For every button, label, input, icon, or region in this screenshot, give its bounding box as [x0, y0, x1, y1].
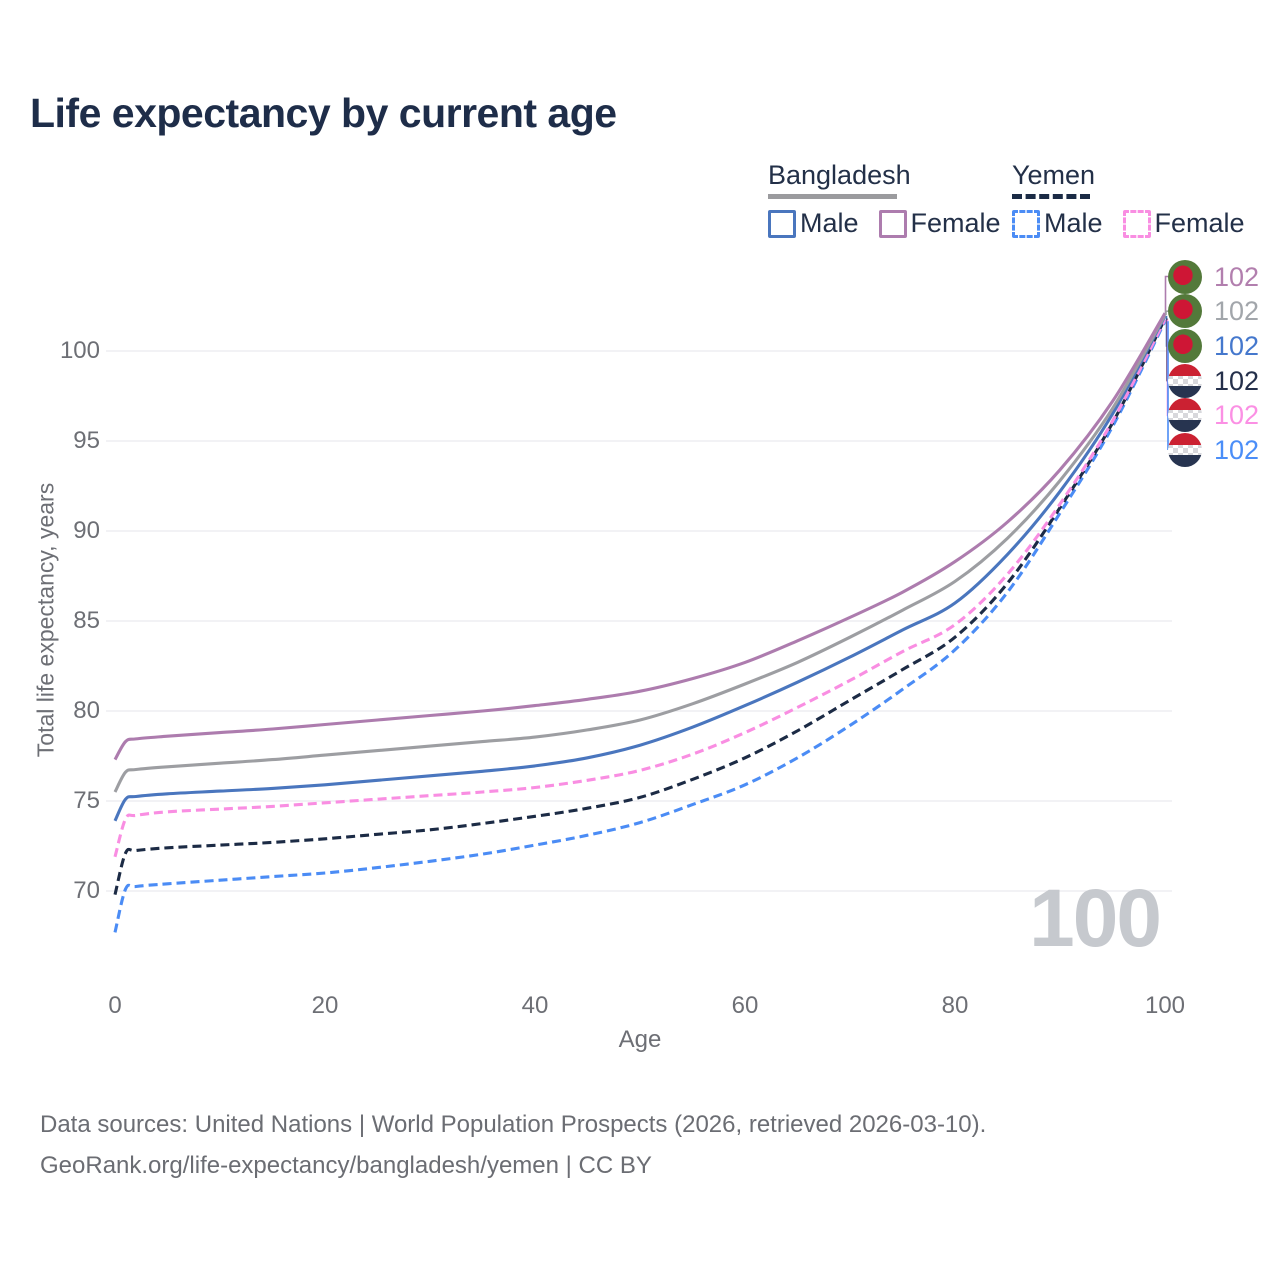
legend-item-yemen-male: Male [1012, 208, 1103, 239]
legend-group-yemen-title: Yemen [1012, 160, 1096, 190]
legend-label-yemen-male: Male [1044, 208, 1103, 238]
x-tick-label-0: 0 [108, 992, 122, 1019]
footer: Data sources: United Nations | World Pop… [40, 1104, 986, 1186]
end-connector-bangladesh-female [1164, 275, 1168, 314]
x-tick-label-80: 80 [941, 992, 969, 1019]
series-line-yemen-male[interactable] [113, 320, 1167, 933]
legend-label-yemen-female: Female [1154, 208, 1245, 238]
legend-checkbox-yemen-female[interactable] [1122, 209, 1151, 238]
y-tick-label-75: 75 [73, 787, 100, 814]
end-value-label-bangladesh-female: 102 [1214, 261, 1260, 292]
legend-linestyle-solid-sample [768, 194, 897, 199]
legend-row-yemen: Male Female [1012, 208, 1265, 239]
footer-data-sources: Data sources: United Nations | World Pop… [40, 1111, 987, 1138]
x-tick-label-20: 20 [311, 992, 339, 1019]
y-tick-label-85: 85 [73, 607, 100, 634]
y-tick-label-100: 100 [59, 337, 100, 364]
series-line-bangladesh-male[interactable] [113, 315, 1167, 822]
y-tick-label-80: 80 [73, 697, 100, 724]
flag-icon-bangladesh [1168, 328, 1202, 363]
series-line-bangladesh-female[interactable] [113, 312, 1167, 761]
series-line-bangladesh-both-sexes[interactable] [113, 314, 1167, 793]
x-axis-title: Age [618, 1026, 662, 1053]
footer-attribution-url: GeoRank.org/life-expectancy/bangladesh/y… [40, 1152, 652, 1179]
x-tick-label-40: 40 [521, 992, 549, 1019]
end-value-label-bangladesh-both-sexes: 102 [1214, 296, 1260, 327]
flag-icon-yemen [1168, 433, 1202, 467]
legend-label-bangladesh-female: Female [910, 208, 1001, 238]
flag-icon-bangladesh [1168, 294, 1202, 329]
y-tick-label-70: 70 [73, 877, 100, 904]
page-title: Life expectancy by current age [30, 90, 617, 136]
age-counter-watermark: 100 [1029, 873, 1162, 964]
series-line-yemen-both-sexes[interactable] [113, 317, 1167, 895]
end-value-label-bangladesh-male: 102 [1214, 330, 1260, 361]
end-value-label-yemen-male: 102 [1214, 435, 1260, 465]
flag-icon-yemen [1168, 363, 1202, 398]
flag-icon-yemen [1168, 398, 1202, 433]
legend-checkbox-bangladesh-male[interactable] [768, 209, 796, 238]
legend-linestyle-dashed-sample [1012, 194, 1090, 199]
series-line-yemen-female[interactable] [113, 318, 1167, 858]
y-tick-label-90: 90 [73, 517, 100, 544]
flag-icon-bangladesh [1168, 259, 1202, 294]
end-value-label-yemen-both-sexes: 102 [1214, 365, 1260, 396]
legend-label-bangladesh-male: Male [800, 208, 859, 238]
end-value-label-yemen-female: 102 [1214, 400, 1260, 431]
legend-group-bangladesh-title: Bangladesh [768, 160, 911, 190]
legend-item-yemen-female: Female [1122, 208, 1245, 239]
legend-checkbox-yemen-male[interactable] [1012, 209, 1040, 238]
x-tick-label-100: 100 [1144, 992, 1186, 1019]
legend-group-bangladesh: Bangladesh Male Female [768, 160, 1021, 239]
legend-item-bangladesh-female: Female [878, 208, 1001, 239]
legend-checkbox-bangladesh-female[interactable] [878, 209, 907, 238]
legend-row-bangladesh: Male Female [768, 208, 1021, 239]
y-tick-label-95: 95 [73, 427, 100, 454]
legend-group-yemen: Yemen Male Female [1012, 160, 1265, 239]
end-connector-bangladesh-both-sexes [1165, 310, 1168, 315]
x-tick-label-60: 60 [731, 992, 759, 1019]
legend-item-bangladesh-male: Male [768, 208, 859, 239]
